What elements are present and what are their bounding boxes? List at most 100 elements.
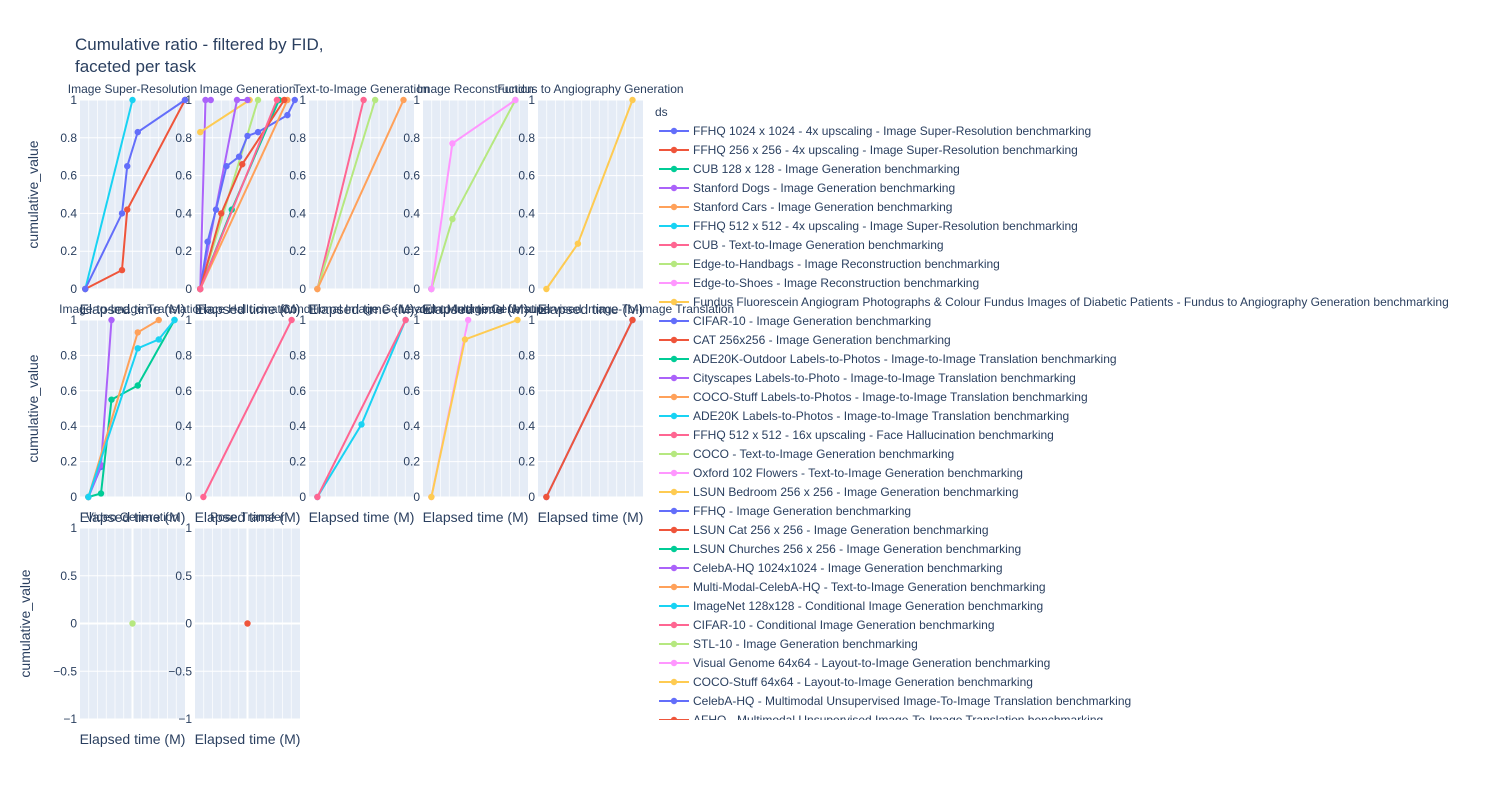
x-axis-label: Elapsed time (M) <box>309 301 415 317</box>
x-axis-label: Elapsed time (M) <box>195 731 301 747</box>
y-tick-label: 0.8 <box>175 348 192 362</box>
data-point <box>314 493 321 501</box>
data-point <box>449 140 456 147</box>
y-tick-label: 0 <box>185 490 192 504</box>
legend-item: CelebA-HQ 1024x1024 - Image Generation b… <box>659 561 1003 575</box>
y-tick-label: 0.8 <box>403 131 420 145</box>
facet-title: Image-to-Image Translation <box>59 302 206 316</box>
data-point <box>118 266 126 274</box>
data-point <box>543 285 550 293</box>
data-point <box>235 153 243 160</box>
data-point <box>202 96 209 104</box>
legend-item: STL-10 - Image Generation benchmarking <box>659 637 918 651</box>
data-point <box>291 96 298 104</box>
y-tick-label: −1 <box>178 712 192 726</box>
y-tick-label: 0 <box>299 490 306 504</box>
legend-swatch-marker <box>670 393 678 401</box>
legend-item: FFHQ 512 x 512 - 16x upscaling - Face Ha… <box>659 428 1054 442</box>
y-tick-label: 0.2 <box>175 455 192 469</box>
y-tick-label: −1 <box>63 712 77 726</box>
y-tick-label: 0.6 <box>60 384 77 398</box>
legend-swatch-marker <box>670 564 678 572</box>
legend-item: Oxford 102 Flowers - Text-to-Image Gener… <box>659 466 1023 480</box>
y-tick-label: 0.6 <box>403 169 420 183</box>
y-tick-label: 0.8 <box>518 348 535 362</box>
y-tick-label: 0.8 <box>518 131 535 145</box>
data-point <box>239 161 246 168</box>
legend-label: ImageNet 128x128 - Conditional Image Gen… <box>693 599 1043 613</box>
legend-swatch-marker <box>670 203 678 211</box>
y-tick-label: 0.2 <box>60 244 77 258</box>
data-point <box>244 132 251 140</box>
data-point <box>254 128 262 136</box>
legend-label: CAT 256x256 - Image Generation benchmark… <box>693 333 951 347</box>
legend-item: Multi-Modal-CelebA-HQ - Text-to-Image Ge… <box>659 580 1046 594</box>
legend-swatch-marker <box>670 355 678 363</box>
data-point <box>171 316 178 324</box>
data-point <box>428 285 435 293</box>
data-point <box>281 96 288 104</box>
data-point <box>314 285 321 293</box>
legend-swatch-marker <box>670 545 678 553</box>
facet-title: Image Super-Resolution <box>68 82 197 96</box>
legend-swatch-marker <box>670 431 678 439</box>
y-tick-label: 0.2 <box>518 244 535 258</box>
data-point <box>118 210 126 217</box>
data-point <box>574 240 582 247</box>
y-tick-label: 0.6 <box>60 169 77 183</box>
legend-item: FFHQ 256 x 256 - 4x upscaling - Image Su… <box>659 143 1078 157</box>
legend-item: COCO-Stuff Labels-to-Photos - Image-to-I… <box>659 390 1088 404</box>
data-point <box>464 316 472 324</box>
facet-title: Pose Transfer <box>210 510 285 524</box>
legend-swatch-marker <box>670 146 678 154</box>
legend-item: FFHQ 1024 x 1024 - 4x upscaling - Image … <box>659 124 1091 138</box>
x-axis-label: Elapsed time (M) <box>423 509 529 525</box>
legend-swatch-marker <box>670 602 678 610</box>
legend-swatch-marker <box>670 640 678 648</box>
legend-label: CUB 128 x 128 - Image Generation benchma… <box>693 162 960 176</box>
y-tick-label: 1 <box>528 313 535 327</box>
y-tick-label: 1 <box>299 93 306 107</box>
legend-item: CIFAR-10 - Conditional Image Generation … <box>659 618 995 632</box>
x-axis-label: Elapsed time (M) <box>80 731 186 747</box>
x-axis-label: Elapsed time (M) <box>80 509 186 525</box>
y-tick-label: 0.4 <box>175 419 192 433</box>
legend-swatch-marker <box>670 279 678 287</box>
legend-label: Edge-to-Shoes - Image Reconstruction ben… <box>693 276 979 290</box>
facet-title: Multimodal Unsupervised Image-To-Image T… <box>447 302 734 316</box>
legend-item: COCO - Text-to-Image Generation benchmar… <box>659 447 954 461</box>
legend-items: FFHQ 1024 x 1024 - 4x upscaling - Image … <box>659 124 1449 720</box>
y-tick-label: 0.4 <box>518 206 535 220</box>
data-point <box>358 421 365 428</box>
x-axis-label: Elapsed time (M) <box>195 301 301 317</box>
legend-swatch-marker <box>670 678 678 686</box>
data-point <box>129 620 136 627</box>
y-tick-label: 0.6 <box>175 169 192 183</box>
x-axis-label: Elapsed time (M) <box>538 509 644 525</box>
series-line <box>316 99 365 290</box>
legend-item: ImageNet 128x128 - Conditional Image Gen… <box>659 599 1043 613</box>
series-line <box>316 99 405 290</box>
data-point <box>204 238 211 245</box>
y-tick-label: 0.6 <box>403 384 420 398</box>
legend-label: Edge-to-Handbags - Image Reconstruction … <box>693 257 1000 271</box>
data-point <box>197 285 204 293</box>
legend-label: ADE20K-Outdoor Labels-to-Photos - Image-… <box>693 352 1117 366</box>
legend-label: Visual Genome 64x64 - Layout-to-Image Ge… <box>693 656 1050 670</box>
series-line <box>87 319 176 498</box>
legend-swatch-marker <box>670 260 678 268</box>
data-point <box>629 96 636 104</box>
chart-title-line-1: Cumulative ratio - filtered by FID, <box>75 35 324 54</box>
data-point <box>288 316 295 324</box>
legend-item: CIFAR-10 - Image Generation benchmarking <box>659 314 931 328</box>
legend-swatch-marker <box>670 507 678 515</box>
legend-label: FFHQ 256 x 256 - 4x upscaling - Image Su… <box>693 143 1078 157</box>
data-point <box>212 206 220 213</box>
y-tick-label: 1 <box>299 313 306 327</box>
series-line <box>199 99 251 133</box>
